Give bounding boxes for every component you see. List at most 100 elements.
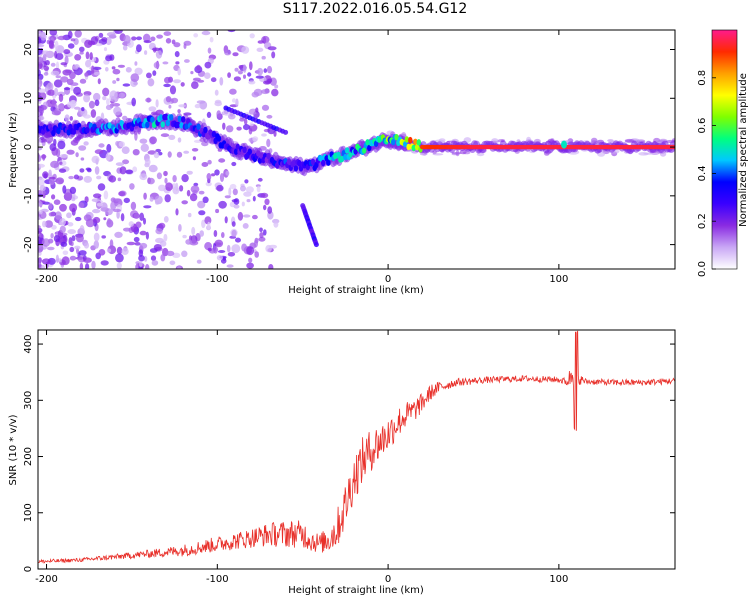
heatmap-noise-cell bbox=[266, 114, 273, 119]
heatmap-noise-cell bbox=[196, 100, 206, 104]
heatmap-noise-cell bbox=[85, 263, 90, 269]
heatmap-noise-cell bbox=[234, 67, 239, 72]
heatmap-noise-cell bbox=[116, 77, 120, 82]
heatmap-noise-cell bbox=[155, 227, 163, 235]
heatmap-noise-cell bbox=[60, 76, 69, 83]
heatmap-noise-cell bbox=[249, 33, 255, 39]
heatmap-noise-cell bbox=[139, 242, 148, 249]
heatmap-noise-cell bbox=[38, 230, 42, 235]
heatmap-noise-cell bbox=[121, 247, 129, 255]
heatmap-noise-cell bbox=[181, 250, 188, 258]
heatmap-noise-cell bbox=[57, 35, 67, 41]
heatmap-noise-cell bbox=[164, 194, 171, 203]
x-tick-label: -200 bbox=[35, 274, 58, 285]
heatmap-noise-cell bbox=[143, 256, 148, 262]
heatmap-noise-cell bbox=[175, 208, 179, 216]
heatmap-noise-cell bbox=[231, 98, 237, 103]
heatmap-noise-cell bbox=[152, 70, 157, 76]
heatmap-noise-cell bbox=[78, 250, 87, 256]
heatmap-noise-cell bbox=[190, 185, 200, 193]
heatmap-noise-cell bbox=[38, 261, 42, 268]
heatmap-ridge-cell bbox=[145, 121, 150, 129]
heatmap-noise-cell bbox=[266, 138, 271, 148]
heatmap-noise-cell bbox=[165, 96, 172, 103]
heatmap-noise-cell bbox=[264, 198, 270, 205]
heatmap-noise-cell bbox=[228, 113, 236, 120]
heatmap-noise-cell bbox=[432, 153, 444, 156]
heatmap-noise-cell bbox=[131, 97, 136, 107]
heatmap-noise-cell bbox=[235, 237, 241, 243]
heatmap-noise-cell bbox=[186, 170, 193, 175]
heatmap-noise-cell bbox=[273, 221, 279, 228]
heatmap-noise-cell bbox=[96, 175, 102, 180]
heatmap-noise-cell bbox=[237, 211, 244, 221]
heatmap-noise-cell bbox=[55, 148, 61, 158]
heatmap-noise-cell bbox=[227, 30, 236, 33]
heatmap-noise-cell bbox=[205, 181, 212, 187]
y-tick-label: -10 bbox=[23, 188, 34, 204]
heatmap-noise-cell bbox=[213, 246, 218, 254]
spectrogram-x-ticks: -200 -100 0 100 bbox=[35, 30, 568, 285]
heatmap-noise-cell bbox=[170, 97, 179, 104]
heatmap-noise-cell bbox=[191, 81, 199, 89]
heatmap-noise-cell bbox=[70, 85, 74, 91]
heatmap-noise-cell bbox=[241, 243, 248, 252]
heatmap-noise-cell bbox=[164, 76, 171, 84]
heatmap-ridge-cell bbox=[158, 114, 164, 121]
heatmap-noise-cell bbox=[59, 218, 66, 226]
heatmap-noise-cell bbox=[236, 126, 242, 131]
heatmap-noise-cell bbox=[94, 166, 100, 175]
heatmap-noise-cell bbox=[53, 199, 61, 205]
y-tick-label: 20 bbox=[23, 43, 34, 56]
heatmap-noise-cell bbox=[106, 98, 110, 106]
heatmap-noise-cell bbox=[129, 183, 135, 190]
heatmap-noise-cell bbox=[136, 44, 142, 53]
heatmap-noise-cell bbox=[38, 73, 44, 81]
heatmap-noise-cell bbox=[44, 220, 53, 228]
heatmap-noise-cell bbox=[70, 38, 76, 42]
heatmap-noise-cell bbox=[69, 186, 77, 194]
heatmap-ridge-cell bbox=[184, 123, 189, 130]
heatmap-noise-cell bbox=[81, 107, 85, 112]
heatmap-noise-cell bbox=[41, 50, 50, 55]
heatmap-noise-cell bbox=[163, 233, 168, 242]
heatmap-noise-cell bbox=[237, 70, 243, 75]
heatmap-noise-cell bbox=[44, 85, 49, 93]
heatmap-noise-cell bbox=[90, 36, 99, 45]
heatmap-noise-cell bbox=[607, 139, 614, 143]
heatmap-noise-cell bbox=[91, 65, 95, 74]
heatmap-noise-cell bbox=[151, 260, 159, 266]
heatmap-noise-cell bbox=[140, 143, 149, 152]
heatmap-ridge-cell bbox=[292, 159, 297, 166]
heatmap-noise-cell bbox=[63, 87, 71, 91]
heatmap-noise-cell bbox=[123, 35, 131, 44]
heatmap-noise-cell bbox=[50, 62, 56, 67]
heatmap-noise-cell bbox=[158, 222, 166, 229]
heatmap-noise-cell bbox=[51, 110, 61, 116]
heatmap-noise-cell bbox=[267, 46, 277, 51]
heatmap-ridge-cell bbox=[66, 129, 71, 136]
heatmap-noise-cell bbox=[177, 137, 182, 143]
heatmap-noise-cell bbox=[53, 235, 61, 243]
heatmap-noise-cell bbox=[75, 152, 79, 158]
heatmap-noise-cell bbox=[55, 177, 65, 185]
heatmap-noise-cell bbox=[123, 197, 130, 204]
heatmap-ridge-cell bbox=[196, 123, 201, 130]
heatmap-ridge-cell bbox=[293, 165, 299, 172]
heatmap-noise-cell bbox=[100, 260, 109, 266]
heatmap-noise-cell bbox=[207, 159, 212, 165]
heatmap-noise-cell bbox=[167, 151, 172, 158]
snr-x-ticks: -200 -100 0 100 bbox=[35, 330, 568, 585]
heatmap-noise-cell bbox=[43, 72, 49, 76]
heatmap-noise-cell bbox=[91, 260, 96, 269]
heatmap-ridge-cell bbox=[169, 114, 174, 121]
heatmap-ridge-cell bbox=[56, 127, 61, 135]
heatmap-noise-cell bbox=[263, 229, 267, 236]
heatmap-noise-cell bbox=[58, 168, 67, 173]
heatmap-ridge-cell bbox=[321, 159, 326, 167]
heatmap-noise-cell bbox=[218, 158, 226, 163]
heatmap-noise-cell bbox=[215, 208, 220, 214]
heatmap-noise-cell bbox=[169, 85, 177, 95]
heatmap-noise-cell bbox=[253, 239, 258, 248]
